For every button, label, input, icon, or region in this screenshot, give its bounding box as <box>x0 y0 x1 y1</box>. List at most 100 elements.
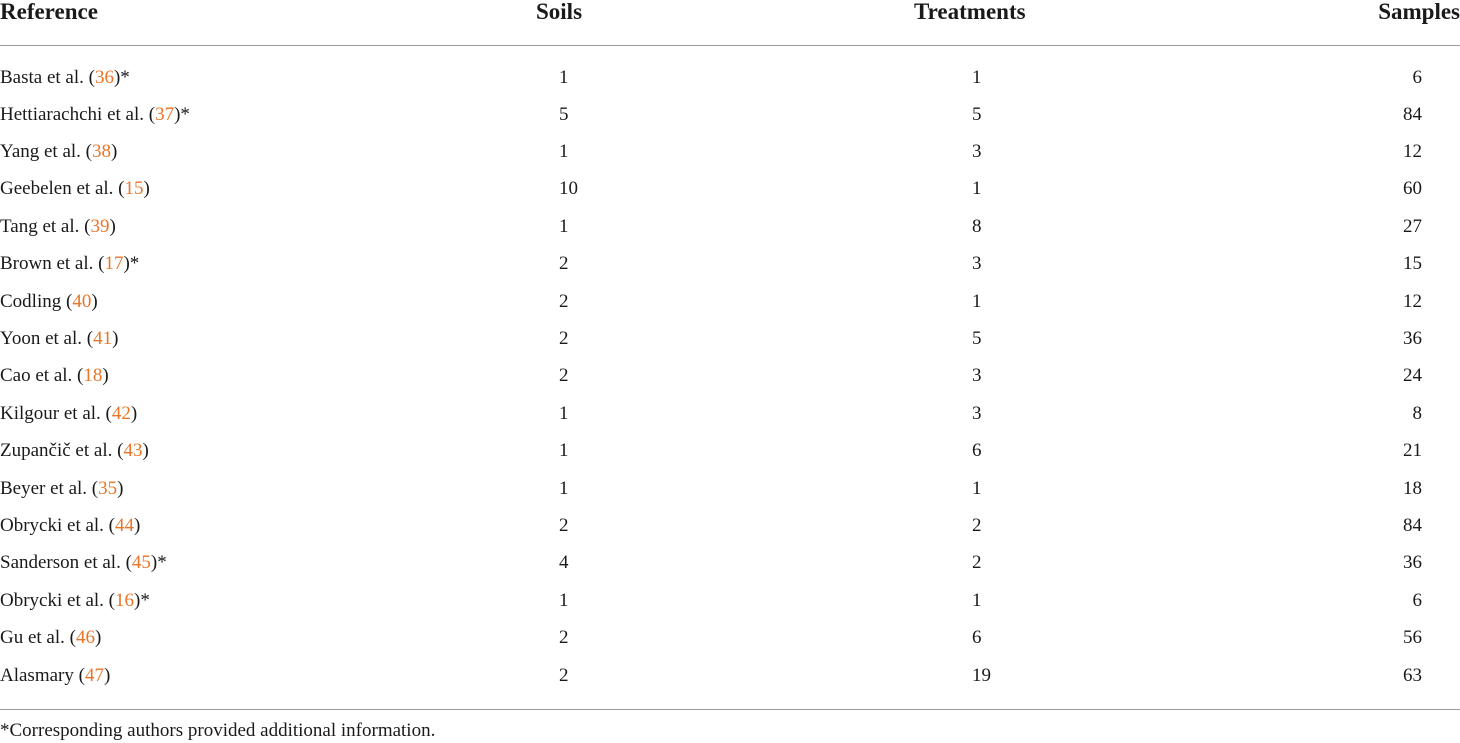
reference-cell: Tang et al. (39) <box>0 208 460 245</box>
reference-cell: Geebelen et al. (15) <box>0 171 460 208</box>
table-footnote: *Corresponding authors provided addition… <box>0 720 436 741</box>
citation-link[interactable]: 43 <box>123 440 143 462</box>
soils-cell: 1 <box>559 402 569 424</box>
reference-author: Kilgour et al. ( <box>0 402 112 424</box>
soils-cell: 2 <box>559 328 569 350</box>
table-row: Zupančič et al. (43) 1 6 21 <box>0 433 1460 470</box>
table-row: Basta et al. (36)* 1 1 6 <box>0 46 1460 97</box>
reference-suffix: ) <box>130 402 138 424</box>
soils-cell: 2 <box>559 627 569 649</box>
citation-link[interactable]: 15 <box>124 178 144 200</box>
soils-cell: 4 <box>559 552 569 574</box>
treatments-cell: 1 <box>972 290 982 312</box>
reference-author: Obrycki et al. ( <box>0 589 116 611</box>
citation-link[interactable]: 42 <box>111 402 131 424</box>
citation-link[interactable]: 40 <box>72 290 92 312</box>
reference-author: Tang et al. ( <box>0 215 91 237</box>
table-body: Basta et al. (36)* 1 1 6 Hettiarachchi et al… <box>0 46 1460 695</box>
soils-cell: 2 <box>559 290 569 312</box>
reference-suffix: )* <box>113 66 130 88</box>
samples-cell: 36 <box>1403 552 1422 574</box>
samples-cell: 36 <box>1403 328 1422 350</box>
reference-cell: Zupančič et al. (43) <box>0 433 460 470</box>
treatments-cell: 3 <box>972 141 982 163</box>
reference-suffix: ) <box>143 178 150 200</box>
table-row: Sanderson et al. (45)* 4 2 36 <box>0 545 1460 582</box>
reference-author: Hettiarachchi et al. ( <box>0 103 156 125</box>
reference-author: Brown et al. ( <box>0 253 105 275</box>
samples-cell: 24 <box>1403 365 1422 387</box>
samples-cell: 27 <box>1403 215 1422 237</box>
reference-suffix: ) <box>102 365 109 387</box>
treatments-cell: 6 <box>972 627 982 649</box>
header-soils: Soils <box>460 0 660 46</box>
reference-author: Zupančič et al. ( <box>0 440 124 462</box>
reference-suffix: )* <box>174 103 190 125</box>
header-row: Reference Soils Treatments Samples <box>0 0 1460 46</box>
table-row: Gu et al. (46) 2 6 56 <box>0 619 1460 656</box>
samples-cell: 84 <box>1403 103 1422 125</box>
reference-cell: Kilgour et al. (42) <box>0 395 460 432</box>
treatments-cell: 2 <box>972 552 982 574</box>
table-row: Cao et al. (18) 2 3 24 <box>0 358 1460 395</box>
table-row: Tang et al. (39) 1 8 27 <box>0 208 1460 245</box>
citation-link[interactable]: 37 <box>155 103 175 125</box>
citation-link[interactable]: 16 <box>115 589 135 611</box>
treatments-cell: 8 <box>972 215 982 237</box>
reference-cell: Sanderson et al. (45)* <box>0 545 460 582</box>
reference-author: Yang et al. ( <box>0 141 93 163</box>
reference-suffix: ) <box>142 440 149 462</box>
samples-cell: 12 <box>1403 141 1422 163</box>
citation-link[interactable]: 46 <box>75 627 95 649</box>
samples-cell: 6 <box>1412 589 1423 611</box>
citation-link[interactable]: 47 <box>84 664 104 686</box>
treatments-cell: 5 <box>972 103 982 125</box>
table-row: Codling (40) 2 1 12 <box>0 283 1460 320</box>
citation-link[interactable]: 39 <box>90 215 110 237</box>
citation-link[interactable]: 18 <box>83 365 103 387</box>
table-row: Yoon et al. (41) 2 5 36 <box>0 320 1460 357</box>
table-row: Kilgour et al. (42) 1 3 8 <box>0 395 1460 432</box>
reference-cell: Yang et al. (38) <box>0 133 460 170</box>
treatments-cell: 6 <box>972 440 982 462</box>
treatments-cell: 1 <box>972 477 982 499</box>
treatments-cell: 1 <box>972 66 982 88</box>
treatments-cell: 1 <box>972 178 982 200</box>
reference-cell: Obrycki et al. (16)* <box>0 582 460 619</box>
reference-cell: Gu et al. (46) <box>0 619 460 656</box>
samples-cell: 15 <box>1403 253 1422 275</box>
citation-link[interactable]: 17 <box>104 253 124 275</box>
reference-cell: Hettiarachchi et al. (37)* <box>0 96 460 133</box>
citation-link[interactable]: 35 <box>98 477 118 499</box>
reference-suffix: ) <box>91 290 98 312</box>
samples-cell: 56 <box>1403 627 1422 649</box>
samples-cell: 8 <box>1412 402 1423 424</box>
soils-cell: 1 <box>559 66 569 88</box>
citation-link[interactable]: 45 <box>131 552 151 574</box>
reference-table-container: Reference Soils Treatments Samples Basta… <box>0 0 1460 695</box>
soils-cell: 5 <box>559 103 569 125</box>
table-row: Brown et al. (17)* 2 3 15 <box>0 246 1460 283</box>
citation-link[interactable]: 44 <box>115 514 135 536</box>
citation-link[interactable]: 36 <box>94 66 114 88</box>
soils-cell: 2 <box>559 514 569 536</box>
reference-cell: Cao et al. (18) <box>0 358 460 395</box>
table-bottom-rule <box>0 709 1460 710</box>
reference-suffix: ) <box>103 664 111 686</box>
treatments-cell: 5 <box>972 328 982 350</box>
reference-cell: Beyer et al. (35) <box>0 470 460 507</box>
reference-cell: Codling (40) <box>0 283 460 320</box>
soils-cell: 1 <box>559 589 569 611</box>
reference-author: Alasmary ( <box>0 664 85 686</box>
reference-author: Yoon et al. ( <box>0 328 94 350</box>
soils-cell: 10 <box>559 178 578 200</box>
treatments-cell: 3 <box>972 402 982 424</box>
reference-table: Reference Soils Treatments Samples Basta… <box>0 0 1460 695</box>
reference-suffix: ) <box>94 627 102 649</box>
citation-link[interactable]: 41 <box>93 328 113 350</box>
reference-author: Gu et al. ( <box>0 627 76 649</box>
reference-author: Geebelen et al. ( <box>0 178 125 200</box>
citation-link[interactable]: 38 <box>92 141 112 163</box>
samples-cell: 18 <box>1403 477 1422 499</box>
reference-cell: Yoon et al. (41) <box>0 320 460 357</box>
